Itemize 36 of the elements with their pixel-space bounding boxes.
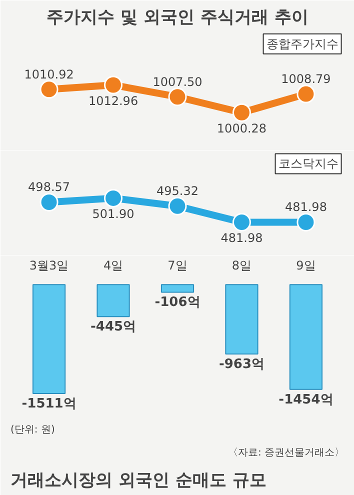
data-label: 1008.79 <box>281 72 331 86</box>
data-label: 481.98 <box>220 231 263 246</box>
data-label: 495.32 <box>156 184 199 198</box>
data-label: 501.90 <box>92 207 134 222</box>
text: 종합주가지수 <box>266 36 338 51</box>
point <box>40 80 58 99</box>
x-tick-label: 3월3일 <box>29 258 69 272</box>
point <box>296 213 316 232</box>
data-label: 498.57 <box>28 180 70 194</box>
point <box>104 76 123 94</box>
point <box>296 84 316 104</box>
point <box>40 192 58 212</box>
point <box>232 213 251 232</box>
data-label: 1000.28 <box>216 122 267 136</box>
data-label: 1010.92 <box>24 67 74 82</box>
chart-title: 주가지수 및 외국인 주식거래 추이 <box>46 8 308 28</box>
text: 코스닥지수 <box>278 156 338 171</box>
text: (단위: 원) <box>10 424 55 436</box>
data-label: 481.98 <box>284 200 327 214</box>
data-label: 1007.50 <box>152 74 202 89</box>
data-label: -1511억 <box>22 396 76 412</box>
text: 〈자료: 증권선물거래소〉 <box>228 448 345 458</box>
x-tick-label: 7일 <box>168 258 188 272</box>
data-label: -106억 <box>154 295 200 310</box>
point <box>104 188 123 208</box>
data-label: -445억 <box>90 320 136 335</box>
data-label: -1454억 <box>278 392 334 408</box>
point <box>168 196 187 216</box>
x-tick-label: 9일 <box>296 258 316 272</box>
text: 거래소시장의 외국인 순매도 규모 <box>10 470 266 490</box>
point <box>232 103 251 122</box>
data-label: -963억 <box>218 357 265 372</box>
x-tick-label: 8일 <box>232 258 252 272</box>
data-label: 1012.96 <box>88 94 138 108</box>
x-tick-label: 4일 <box>103 258 124 272</box>
point <box>168 88 187 106</box>
